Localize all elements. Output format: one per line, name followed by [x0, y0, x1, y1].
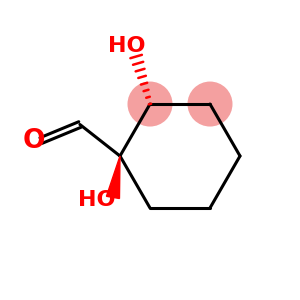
Circle shape: [188, 82, 232, 127]
Polygon shape: [106, 156, 120, 199]
Text: HO: HO: [108, 36, 146, 56]
Text: HO: HO: [78, 190, 115, 210]
Text: O: O: [22, 128, 45, 154]
Circle shape: [128, 82, 172, 127]
